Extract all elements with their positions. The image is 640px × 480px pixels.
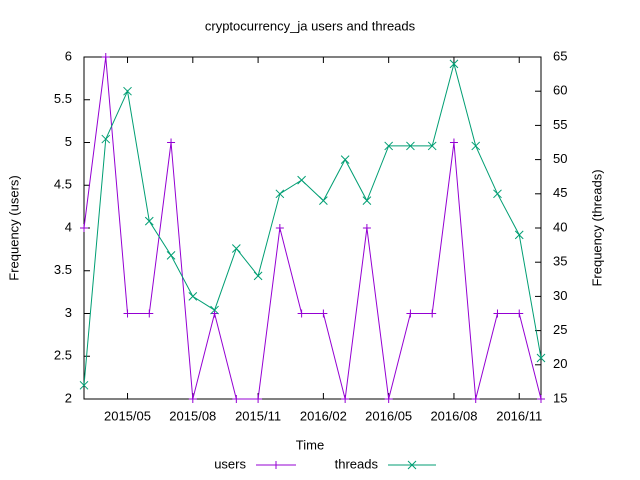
- point: [254, 395, 263, 403]
- point: [319, 309, 328, 318]
- y2-tick-label: 15: [553, 390, 567, 405]
- y2-tick-label: 25: [553, 322, 567, 337]
- series-line: [83, 61, 542, 386]
- point: [167, 138, 176, 147]
- point: [514, 230, 524, 240]
- point: [536, 353, 546, 363]
- y2-tick-label: 60: [553, 83, 567, 98]
- y-tick-label: 6: [65, 48, 72, 63]
- point: [80, 224, 88, 232]
- point: [297, 175, 306, 185]
- point: [449, 59, 459, 69]
- point: [406, 309, 415, 318]
- x-axis-label: Time: [296, 437, 324, 452]
- point: [232, 395, 241, 403]
- y2-tick-label: 40: [553, 219, 567, 234]
- point: [362, 224, 371, 232]
- y2-tick-label: 65: [553, 48, 567, 63]
- legend-label: users: [214, 456, 246, 471]
- x-tick-label: 2016/08: [430, 408, 477, 423]
- point: [515, 309, 524, 318]
- y2-tick-label: 30: [553, 288, 567, 303]
- y-tick-label: 3: [65, 305, 72, 320]
- y-tick-label: 4: [65, 219, 72, 234]
- point: [231, 244, 241, 253]
- point: [319, 196, 328, 205]
- x-tick-label: 2015/11: [235, 408, 281, 423]
- point: [384, 395, 393, 403]
- point: [471, 395, 480, 403]
- x-tick-label: 2016/05: [365, 408, 412, 423]
- x-tick-label: 2016/11: [496, 408, 542, 423]
- point: [123, 309, 132, 318]
- point: [449, 138, 458, 147]
- point: [384, 141, 394, 151]
- y-tick-label: 5: [65, 134, 72, 149]
- legend-label: threads: [335, 456, 379, 471]
- y-tick-label: 2: [65, 390, 72, 405]
- point: [166, 251, 176, 260]
- point: [101, 53, 110, 61]
- point: [188, 395, 197, 403]
- point: [79, 380, 89, 390]
- point: [406, 141, 415, 151]
- point: [275, 189, 285, 199]
- point: [210, 305, 219, 315]
- point: [407, 460, 417, 470]
- y-tick-label: 4.5: [54, 177, 72, 192]
- y-axis-label: Frequency (users): [6, 175, 21, 280]
- y2-tick-label: 35: [553, 254, 567, 269]
- point: [297, 309, 306, 318]
- point: [427, 141, 437, 151]
- point: [101, 134, 111, 144]
- y2-tick-label: 20: [553, 356, 567, 371]
- point: [493, 189, 502, 199]
- point: [341, 395, 350, 403]
- x-tick-label: 2015/08: [169, 408, 216, 423]
- y-tick-label: 2.5: [54, 348, 72, 363]
- plot-frame: [83, 56, 542, 400]
- point: [272, 461, 280, 469]
- point: [145, 309, 154, 318]
- point: [123, 86, 132, 96]
- point: [340, 155, 350, 164]
- point: [188, 292, 198, 301]
- point: [493, 309, 502, 318]
- point: [253, 271, 263, 281]
- point: [275, 224, 284, 232]
- x-tick-label: 2016/02: [300, 408, 347, 423]
- point: [210, 309, 219, 318]
- point: [471, 141, 481, 151]
- y2-tick-label: 45: [553, 185, 567, 200]
- chart-title: cryptocurrency_ja users and threads: [205, 18, 416, 33]
- y2-tick-label: 55: [553, 117, 567, 132]
- y2-tick-label: 50: [553, 151, 567, 166]
- y-tick-label: 3.5: [54, 262, 72, 277]
- y-tick-label: 5.5: [54, 91, 72, 106]
- point: [362, 196, 372, 205]
- series-line: [83, 56, 542, 400]
- point: [428, 309, 437, 318]
- point: [537, 395, 545, 403]
- point: [144, 216, 154, 226]
- y2-axis-label: Frequency (threads): [589, 169, 604, 286]
- x-tick-label: 2015/05: [104, 408, 151, 423]
